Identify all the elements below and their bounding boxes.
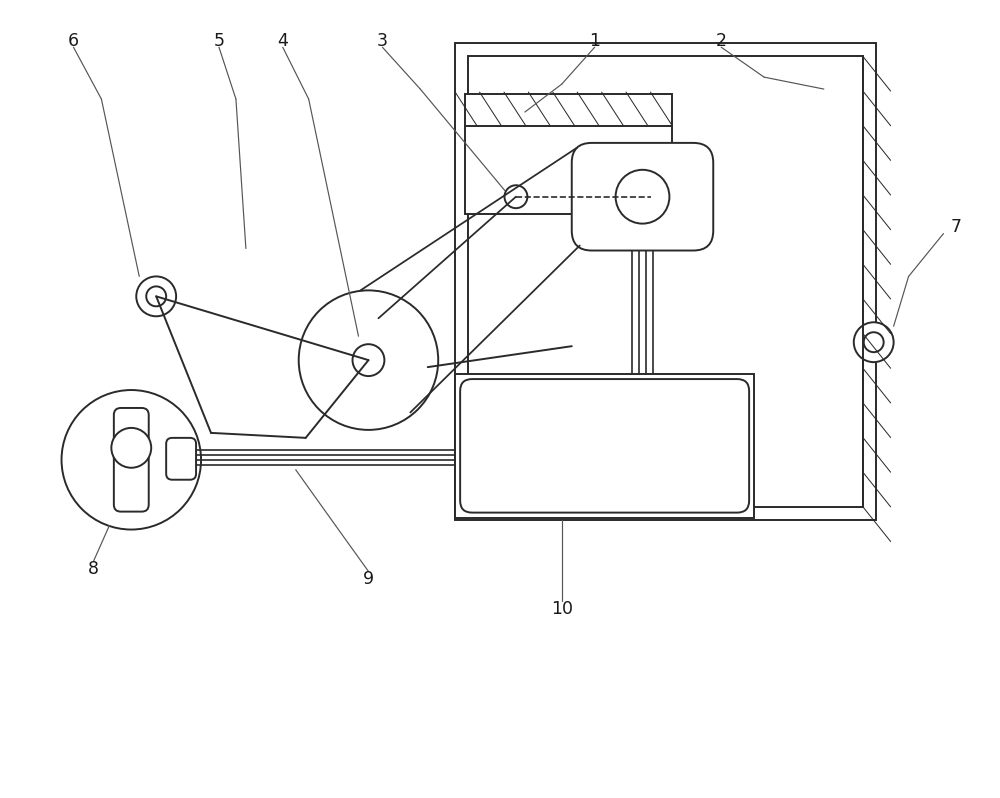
- Text: 5: 5: [213, 32, 224, 50]
- Text: 9: 9: [363, 571, 374, 588]
- Circle shape: [62, 390, 201, 530]
- Bar: [455, 374, 754, 518]
- Text: 8: 8: [88, 560, 99, 579]
- FancyBboxPatch shape: [166, 438, 196, 480]
- Text: 2: 2: [716, 32, 727, 50]
- FancyBboxPatch shape: [572, 143, 713, 251]
- Text: 1: 1: [589, 32, 600, 50]
- Text: 4: 4: [277, 32, 288, 50]
- Text: 6: 6: [68, 32, 79, 50]
- Text: 3: 3: [377, 32, 388, 50]
- Bar: [455, 43, 876, 519]
- Bar: [465, 94, 672, 214]
- Circle shape: [864, 332, 884, 352]
- Circle shape: [854, 322, 894, 362]
- Text: 10: 10: [551, 600, 573, 618]
- FancyBboxPatch shape: [460, 379, 749, 512]
- Circle shape: [111, 428, 151, 468]
- Circle shape: [146, 286, 166, 306]
- Circle shape: [616, 170, 669, 223]
- Circle shape: [353, 344, 384, 376]
- FancyBboxPatch shape: [114, 408, 149, 512]
- Circle shape: [136, 276, 176, 316]
- Circle shape: [504, 185, 527, 208]
- Text: 7: 7: [951, 218, 962, 235]
- Circle shape: [299, 290, 438, 430]
- Bar: [468, 56, 863, 507]
